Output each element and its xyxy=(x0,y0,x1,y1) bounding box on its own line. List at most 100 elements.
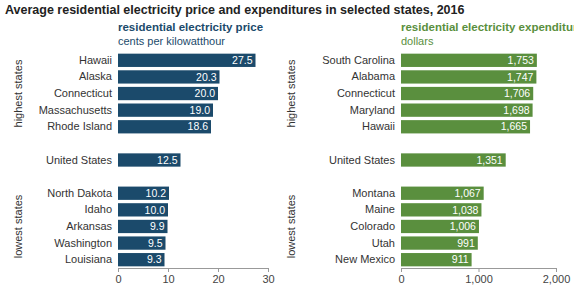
tick-mark xyxy=(268,268,269,272)
category-tick: Rhode Island xyxy=(47,120,118,132)
panel: residential electricity expenditures doll… xyxy=(285,21,574,285)
data-label: 1,706 xyxy=(504,87,530,99)
group-label: highest states xyxy=(12,59,24,127)
category-label: United States xyxy=(46,154,113,166)
data-label: 19.0 xyxy=(190,104,211,116)
bar xyxy=(401,54,537,67)
data-label: 1,006 xyxy=(450,220,476,232)
bar xyxy=(118,236,166,249)
y-axis: Hawaii Alaska Connecticut Massachusetts Rhod… xyxy=(39,54,118,265)
category-tick: Alabama xyxy=(352,70,401,82)
category-tick: Alaska xyxy=(79,70,118,82)
tick: 0 xyxy=(115,268,121,285)
panel-title: residential electricity price xyxy=(118,21,263,33)
tick-mark xyxy=(118,268,119,272)
category-label: Rhode Island xyxy=(47,120,112,132)
tick-mark xyxy=(556,268,557,272)
bar xyxy=(401,104,533,117)
bar xyxy=(401,187,484,200)
data-label: 9.3 xyxy=(147,253,162,265)
category-tick: South Carolina xyxy=(322,54,401,66)
bar xyxy=(118,120,211,133)
tick: 30 xyxy=(262,268,274,285)
data-label: 911 xyxy=(452,253,469,265)
category-tick: North Dakota xyxy=(47,187,118,199)
category-label: Louisiana xyxy=(65,253,113,265)
category-label: Alabama xyxy=(352,70,396,82)
data-labels: 1,7531,7471,7061,6981,6651,3511,0671,038… xyxy=(450,54,534,265)
data-label: 1,753 xyxy=(508,54,534,66)
group-label: lowest states xyxy=(12,194,24,258)
data-label: 9.5 xyxy=(148,237,163,249)
category-label: Washington xyxy=(54,237,112,249)
tick: 1,000 xyxy=(465,268,493,285)
tick-label: 30 xyxy=(262,273,274,285)
bar xyxy=(401,236,478,249)
bar xyxy=(118,153,181,166)
tick-label: 10 xyxy=(162,273,174,285)
bar xyxy=(118,187,169,200)
chart: Average residential electricity price an… xyxy=(0,0,574,291)
category-tick: New Mexico xyxy=(335,253,401,265)
tick: 0 xyxy=(398,268,404,285)
category-label: Utah xyxy=(372,237,395,249)
category-tick: United States xyxy=(329,154,401,166)
bar xyxy=(401,153,506,166)
tick-label: 0 xyxy=(398,273,404,285)
data-label: 12.5 xyxy=(157,154,178,166)
category-tick: Hawaii xyxy=(79,54,118,66)
category-label: Connecticut xyxy=(54,87,112,99)
tick-mark xyxy=(218,268,219,272)
category-tick: Connecticut xyxy=(54,87,118,99)
bars xyxy=(401,54,537,267)
category-tick: Utah xyxy=(372,237,401,249)
category-label: Massachusetts xyxy=(39,104,113,116)
bar xyxy=(118,104,213,117)
category-tick: United States xyxy=(46,154,118,166)
data-label: 991 xyxy=(457,237,475,249)
tick: 20 xyxy=(212,268,224,285)
category-tick: Montana xyxy=(352,187,401,199)
bars xyxy=(118,54,256,267)
bar xyxy=(118,87,218,100)
x-axis: 0 1,000 2,000 xyxy=(398,268,570,285)
panel-subtitle: dollars xyxy=(401,35,434,47)
category-label: North Dakota xyxy=(47,187,113,199)
panel-title: residential electricity expenditures xyxy=(401,21,574,33)
bar xyxy=(118,220,168,233)
title: Average residential electricity price an… xyxy=(5,3,465,17)
y-axis: South Carolina Alabama Connecticut Maryland… xyxy=(322,54,401,265)
tick: 10 xyxy=(162,268,174,285)
category-label: South Carolina xyxy=(322,54,396,66)
category-label: Maine xyxy=(365,203,395,215)
panel-subtitle: cents per kilowatthour xyxy=(118,35,225,47)
tick-mark xyxy=(168,268,169,272)
category-tick: Louisiana xyxy=(65,253,118,265)
data-label: 10.0 xyxy=(145,204,166,216)
tick-label: 1,000 xyxy=(465,273,493,285)
tick-label: 0 xyxy=(115,273,121,285)
group-label: highest states xyxy=(285,59,297,127)
bar xyxy=(401,70,536,83)
category-tick: Maine xyxy=(365,203,401,215)
bar xyxy=(401,203,481,216)
bar xyxy=(401,120,530,133)
data-labels: 27.520.320.019.018.612.510.210.09.99.59.… xyxy=(145,54,253,265)
category-tick: Connecticut xyxy=(337,87,401,99)
category-tick: Washington xyxy=(54,237,118,249)
category-tick: Hawaii xyxy=(362,120,401,132)
bar xyxy=(401,220,479,233)
data-label: 27.5 xyxy=(232,54,253,66)
bar xyxy=(401,253,472,266)
data-label: 20.0 xyxy=(195,87,216,99)
category-tick: Idaho xyxy=(84,203,118,215)
category-tick: Colorado xyxy=(350,220,401,232)
tick: 2,000 xyxy=(543,268,571,285)
group-label: lowest states xyxy=(285,194,297,258)
data-label: 1,747 xyxy=(507,71,533,83)
bar xyxy=(118,70,220,83)
data-label: 1,665 xyxy=(501,120,527,132)
category-label: Montana xyxy=(352,187,396,199)
category-tick: Maryland xyxy=(350,104,401,116)
category-label: Colorado xyxy=(350,220,395,232)
